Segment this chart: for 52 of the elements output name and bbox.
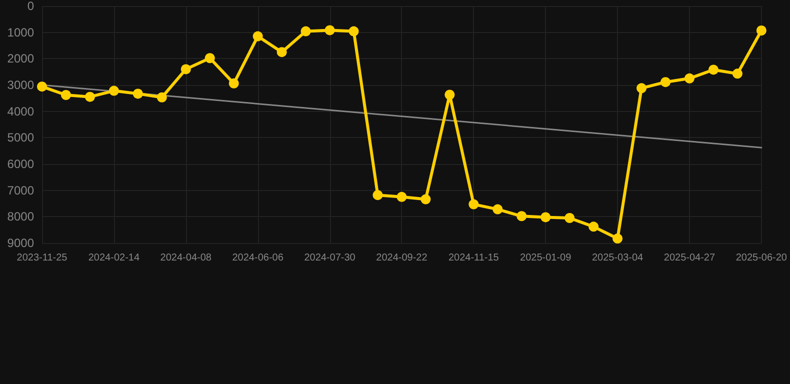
x-tick-label: 2024-06-06 [232, 252, 284, 264]
y-tick-label: 4000 [7, 104, 34, 118]
y-tick-label: 6000 [7, 157, 34, 171]
y-tick-label: 1000 [7, 25, 34, 40]
point [156, 92, 167, 102]
point [228, 78, 239, 88]
point [684, 73, 694, 84]
y-tick-label: 0 [27, 0, 34, 13]
point [60, 90, 71, 100]
point [396, 192, 407, 202]
y-tick-label: 7000 [7, 183, 34, 198]
point [732, 68, 742, 79]
point [300, 26, 311, 36]
point [492, 204, 503, 214]
x-tick-label: 2025-06-20 [736, 252, 788, 264]
point [756, 25, 766, 36]
point [276, 47, 287, 58]
point [132, 88, 143, 99]
point [420, 194, 431, 204]
point [252, 31, 263, 42]
point [348, 26, 359, 36]
x-tick-label: 2024-09-22 [376, 252, 428, 264]
y-tick-label: 2000 [7, 52, 34, 66]
point [516, 211, 527, 222]
x-tick-label: 2024-04-08 [160, 252, 212, 264]
point [660, 77, 670, 88]
x-tick-label: 2025-04-27 [664, 252, 716, 264]
point [468, 199, 479, 210]
x-tick-label: 2025-03-04 [592, 252, 644, 264]
point [84, 92, 95, 102]
point [324, 25, 335, 36]
y-tick-label: 9000 [7, 236, 34, 250]
point [588, 222, 599, 232]
point [180, 64, 191, 74]
point [612, 234, 623, 244]
point [708, 64, 718, 75]
point [540, 212, 551, 222]
x-tick-label: 2024-02-14 [88, 252, 140, 264]
point [636, 83, 647, 94]
point [372, 190, 383, 200]
y-tick-label: 8000 [7, 210, 34, 224]
x-tick-label: 2024-11-15 [448, 252, 500, 264]
x-tick-label: 2024-07-30 [304, 252, 356, 264]
point [204, 53, 215, 64]
point [444, 90, 455, 100]
y-tick-label: 3000 [7, 78, 34, 92]
point [564, 212, 575, 223]
x-tick-label: 2025-01-09 [520, 252, 572, 264]
point [108, 86, 119, 96]
point [37, 82, 47, 92]
y-tick-label: 5000 [7, 130, 34, 145]
x-tick-label: 2023-11-25 [16, 252, 68, 264]
